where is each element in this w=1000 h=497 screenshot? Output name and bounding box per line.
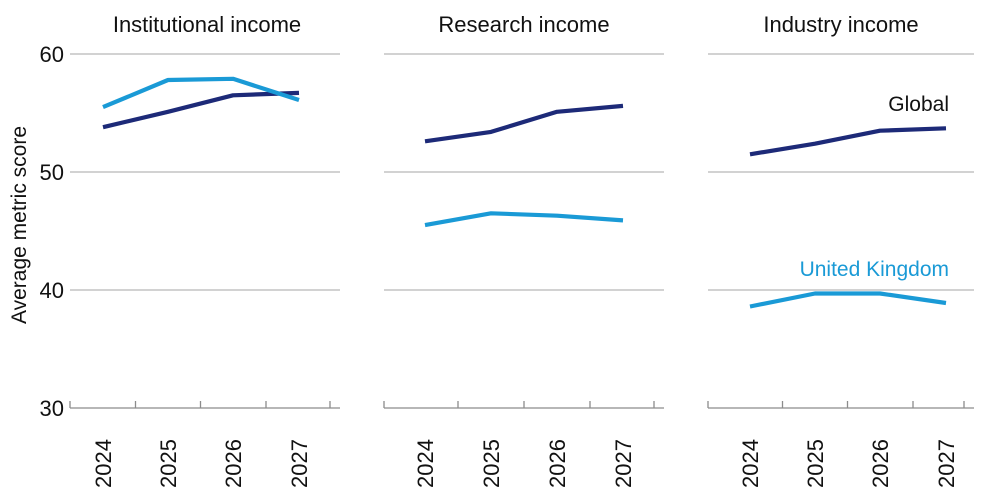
x-tick-label: 2025 [803, 439, 828, 488]
x-tick-label: 2024 [738, 439, 763, 488]
panel-title: Research income [438, 12, 609, 37]
y-tick-label: 30 [40, 396, 64, 421]
panel-title: Institutional income [113, 12, 301, 37]
x-tick-label: 2026 [868, 439, 893, 488]
x-tick-label: 2027 [934, 439, 959, 488]
panel-2: Research income 2024 2025 2026 2027 [383, 12, 664, 488]
panel-3: Industry income 2024 2025 2026 2027 Global Uni… [707, 12, 974, 488]
y-tick-label: 60 [40, 42, 64, 67]
series-line-united-kingdom [424, 211, 624, 228]
panel-title: Industry income [763, 12, 918, 37]
y-axis-label: Average metric score [8, 126, 31, 324]
x-tick-label: 2024 [91, 439, 116, 488]
y-tick-label: 40 [40, 278, 64, 303]
x-tick-label: 2027 [611, 439, 636, 488]
x-tick-label: 2025 [156, 439, 181, 488]
panel-1: Institutional income 30 40 50 60 2024 2025 2026… [40, 12, 340, 488]
series-line-global [424, 103, 624, 144]
x-tick-label: 2026 [545, 439, 570, 488]
series-line-global [749, 126, 947, 157]
series-line-united-kingdom [102, 76, 300, 110]
series-line-global [102, 90, 300, 130]
x-tick-label: 2027 [287, 439, 312, 488]
series-label-global: Global [888, 93, 949, 116]
x-tick-label: 2025 [479, 439, 504, 488]
y-tick-label: 50 [40, 160, 64, 185]
series-label-united-kingdom: United Kingdom [800, 258, 949, 281]
x-tick-label: 2026 [221, 439, 246, 488]
series-line-united-kingdom [749, 291, 947, 309]
x-tick-label: 2024 [413, 439, 438, 488]
